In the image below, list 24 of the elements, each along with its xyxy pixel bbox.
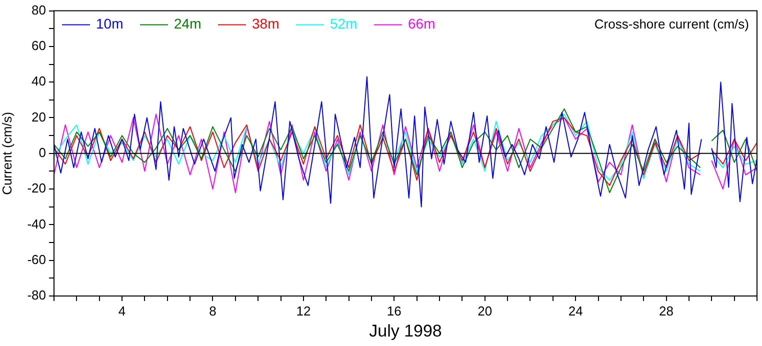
x-tick-label: 16 (386, 303, 402, 318)
x-tick-label: 4 (118, 303, 126, 318)
legend-label: 52m (330, 16, 358, 32)
y-tick-label: 80 (32, 2, 46, 18)
x-tick-label: 24 (568, 303, 583, 318)
x-tick-label: 12 (296, 303, 311, 318)
y-tick-label: -60 (27, 252, 46, 267)
y-tick-label: 20 (32, 109, 46, 124)
y-tick-label: 40 (32, 74, 46, 89)
x-tick-label: 28 (659, 303, 674, 318)
y-tick-label: 0 (38, 144, 46, 160)
x-tick-label: 20 (478, 303, 492, 318)
legend-label: 10m (96, 16, 124, 32)
y-tick-label: 60 (32, 38, 46, 54)
y-tick-label: -80 (27, 288, 46, 303)
legend-label: 66m (408, 16, 436, 32)
y-axis-title: Current (cm/s) (0, 112, 14, 195)
y-tick-label: -40 (27, 216, 46, 232)
y-tick-label: -20 (27, 180, 46, 196)
x-axis-title: July 1998 (369, 321, 442, 340)
legend-label: 24m (174, 16, 202, 32)
text: Cross-shore current (cm/s) (594, 16, 749, 32)
legend-label: 38m (252, 16, 280, 32)
x-tick-label: 8 (209, 303, 216, 318)
